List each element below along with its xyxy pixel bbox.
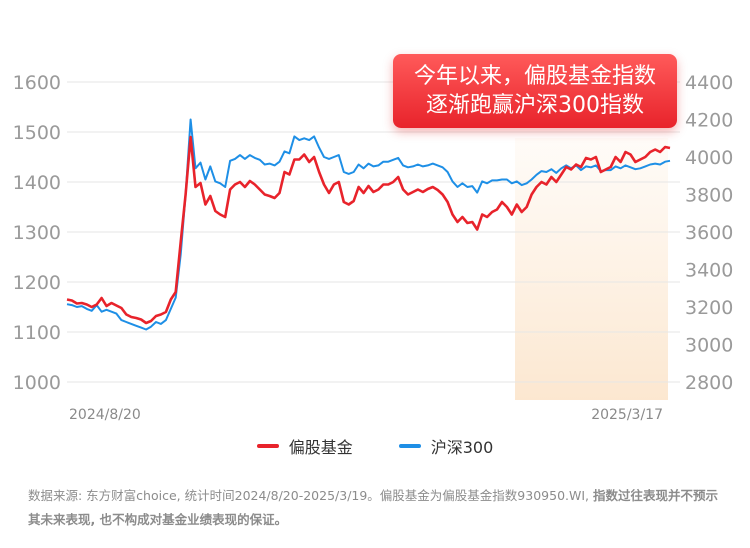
left-tick-label: 1100 [13,322,61,344]
right-tick-label: 2800 [685,372,733,394]
right-tick-label: 3800 [685,185,733,207]
legend-swatch-equity-fund [256,444,279,448]
legend-item-equity-fund: 偏股基金 [256,434,353,458]
legend-swatch-hs300 [398,444,421,448]
series-line-equity-fund [66,135,671,325]
left-tick-label: 1300 [13,222,61,244]
legend-label-equity-fund: 偏股基金 [288,438,353,457]
left-tick-label: 1000 [13,372,61,394]
legend: 偏股基金 沪深300 [0,434,750,458]
annotation-callout: 今年以来，偏股基金指数 逐渐跑赢沪深300指数 [393,54,677,128]
right-axis: 2800 3000 3200 3400 3600 3800 4000 4200 4400 [685,72,733,394]
highlight-region [515,138,668,400]
left-tick-label: 1200 [13,272,61,294]
footnote-disclaimer: 指数过往表现并不预示其未来表现, 也不构成对基金业绩表现的保证。 [28,488,719,527]
callout-line-2: 逐渐跑赢沪深300指数 [426,93,644,118]
legend-item-hs300: 沪深300 [398,434,494,458]
legend-label-hs300: 沪深300 [430,438,494,457]
right-tick-label: 3600 [685,222,733,244]
left-tick-label: 1600 [13,72,61,94]
right-tick-label: 4200 [685,110,733,132]
left-tick-label: 1500 [13,122,61,144]
footnote-source: 数据来源: 东方财富choice, 统计时间2024/8/20-2025/3/1… [28,488,593,503]
footnote: 数据来源: 东方财富choice, 统计时间2024/8/20-2025/3/1… [28,484,728,532]
right-tick-label: 4000 [685,147,733,169]
right-tick-label: 3400 [685,260,733,282]
right-tick-label: 3000 [685,335,733,357]
x-tick-end: 2025/3/17 [591,407,663,423]
x-tick-start: 2024/8/20 [69,407,141,423]
callout-line-1: 今年以来，偏股基金指数 [413,64,656,89]
right-tick-label: 4400 [685,72,733,94]
right-tick-label: 3200 [685,297,733,319]
left-tick-label: 1400 [13,172,61,194]
left-axis: 1000 1100 1200 1300 1400 1500 1600 [13,72,61,394]
